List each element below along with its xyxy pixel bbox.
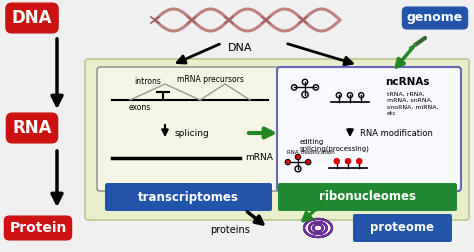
Text: genome: genome [407, 12, 463, 24]
Text: tRNA, rRNA,
mRNA, snRNA,
snoRNA, miRNA,
etc: tRNA, rRNA, mRNA, snRNA, snoRNA, miRNA, … [387, 92, 438, 116]
Text: RNA: RNA [12, 119, 52, 137]
Text: mRNA precursors: mRNA precursors [176, 75, 244, 83]
Circle shape [334, 159, 339, 164]
Text: ribonucleomes: ribonucleomes [319, 191, 417, 204]
Text: transcriptomes: transcriptomes [137, 191, 238, 204]
Circle shape [346, 159, 351, 164]
Text: splicing(processing): splicing(processing) [300, 146, 370, 152]
FancyBboxPatch shape [85, 59, 469, 220]
Text: ncRNAs: ncRNAs [385, 77, 429, 87]
Text: exons: exons [129, 104, 151, 112]
Text: splicing: splicing [175, 130, 210, 139]
Text: DNA: DNA [228, 43, 252, 53]
Text: RNA modification: RNA modification [287, 150, 335, 155]
FancyBboxPatch shape [105, 183, 272, 211]
FancyBboxPatch shape [277, 67, 461, 191]
Circle shape [286, 160, 290, 164]
Text: proteome: proteome [370, 222, 434, 235]
Text: introns: introns [135, 78, 162, 86]
Circle shape [306, 160, 310, 164]
FancyBboxPatch shape [278, 183, 457, 211]
Circle shape [296, 155, 300, 159]
Text: Protein: Protein [9, 221, 67, 235]
FancyBboxPatch shape [353, 214, 452, 242]
FancyBboxPatch shape [97, 67, 281, 191]
Text: mRNA: mRNA [245, 153, 273, 163]
Text: RNA modification: RNA modification [360, 129, 433, 138]
Circle shape [356, 159, 362, 164]
Text: DNA: DNA [12, 9, 52, 27]
Text: editing: editing [300, 139, 324, 145]
Text: proteins: proteins [210, 225, 250, 235]
